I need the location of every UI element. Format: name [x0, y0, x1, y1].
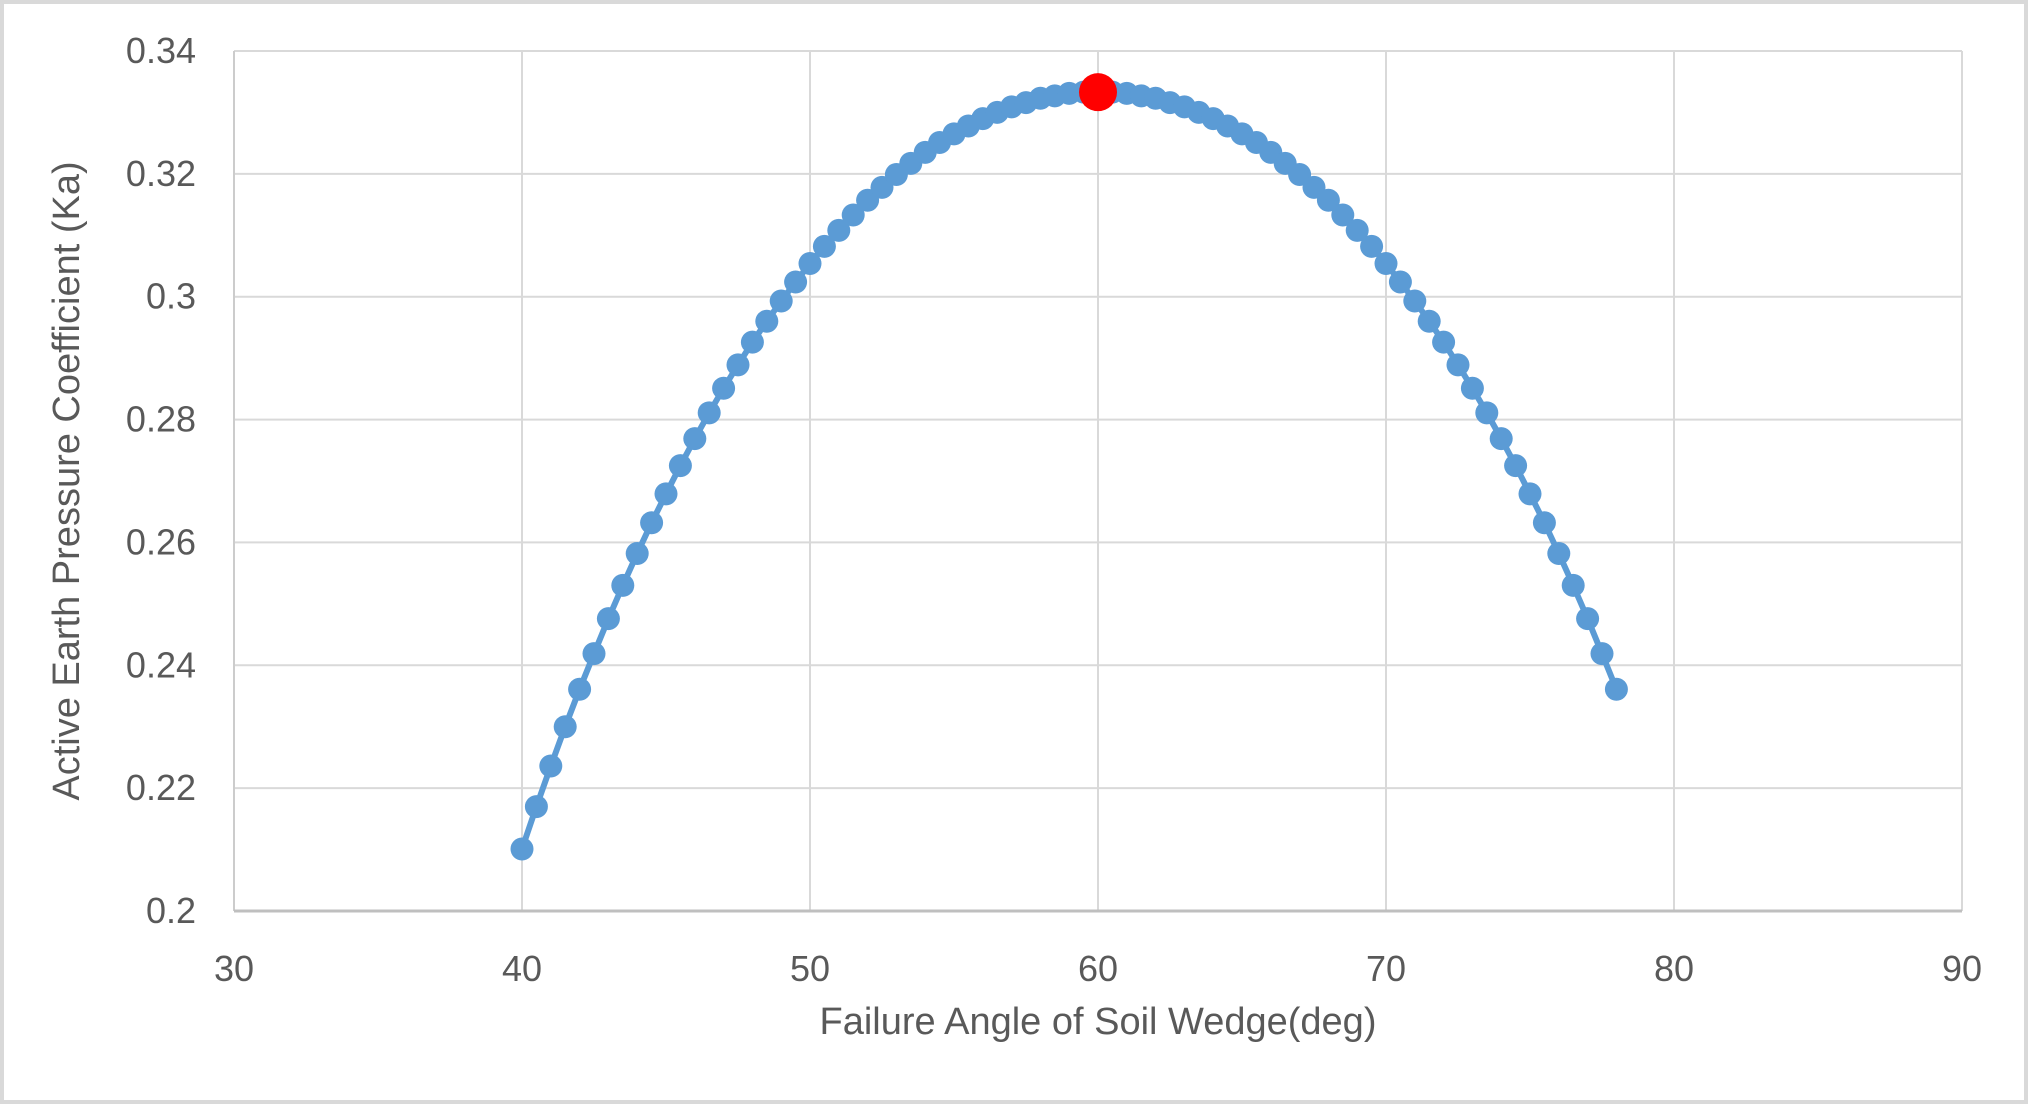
data-point [553, 715, 577, 739]
data-point [755, 309, 779, 333]
data-point [697, 401, 721, 425]
data-point [1604, 677, 1628, 701]
y-tick-label: 0.32 [126, 153, 196, 194]
data-point [769, 289, 793, 313]
data-point [784, 270, 808, 294]
data-point [798, 252, 822, 276]
y-tick-label: 0.34 [126, 30, 196, 71]
data-point [1547, 541, 1571, 565]
data-point [1504, 454, 1528, 478]
y-tick-label: 0.3 [146, 276, 196, 317]
x-tick-label: 90 [1942, 948, 1982, 989]
y-tick-label: 0.2 [146, 890, 196, 931]
data-point [582, 642, 606, 666]
data-point [510, 837, 534, 861]
y-tick-label: 0.28 [126, 399, 196, 440]
x-tick-label: 60 [1078, 948, 1118, 989]
data-point [726, 353, 750, 377]
x-tick-label: 30 [214, 948, 254, 989]
y-tick-label: 0.26 [126, 521, 196, 562]
x-tick-label: 80 [1654, 948, 1694, 989]
data-point [1374, 252, 1398, 276]
data-point [1417, 309, 1441, 333]
data-point [668, 454, 692, 478]
data-point [1388, 270, 1412, 294]
data-point [1331, 203, 1355, 227]
data-point [1345, 218, 1369, 242]
data-series [510, 73, 1628, 861]
y-tick-label: 0.24 [126, 644, 196, 685]
data-point [1475, 401, 1499, 425]
data-point [1460, 376, 1484, 400]
axis-lines [233, 51, 1962, 913]
data-point [1316, 188, 1340, 212]
x-tick-label: 40 [502, 948, 542, 989]
data-point [1576, 607, 1600, 631]
y-axis-title: Active Earth Pressure Coefficient (Ka) [46, 161, 88, 800]
data-point [539, 754, 563, 778]
data-point [841, 203, 865, 227]
x-axis-title: Failure Angle of Soil Wedge(deg) [820, 1001, 1377, 1043]
data-point [1489, 427, 1513, 451]
data-point [568, 677, 592, 701]
data-point [596, 607, 620, 631]
data-point [1403, 289, 1427, 313]
data-point [1518, 482, 1542, 506]
tick-labels: 30 40 50 60 70 80 90 0.2 0.22 0.24 0.26 0.28 0.3 0.32… [126, 30, 1982, 989]
data-point [640, 511, 664, 535]
scatter-chart: 30 40 50 60 70 80 90 0.2 0.22 0.24 0.26 0.28 0.3 0.32… [46, 30, 1982, 1043]
highlight-point-max [1079, 73, 1117, 112]
x-tick-label: 50 [790, 948, 830, 989]
data-point [625, 541, 649, 565]
data-point [654, 482, 678, 506]
data-point [740, 330, 764, 354]
data-point [1360, 234, 1384, 258]
x-tick-label: 70 [1366, 948, 1406, 989]
data-point [712, 376, 736, 400]
data-point [1561, 573, 1585, 597]
data-point [1432, 330, 1456, 354]
data-point [827, 218, 851, 242]
y-tick-label: 0.22 [126, 767, 196, 808]
data-point [812, 234, 836, 258]
data-point [1446, 353, 1470, 377]
data-point [683, 427, 707, 451]
data-point [1590, 642, 1614, 666]
data-point [524, 795, 548, 819]
data-point [611, 573, 635, 597]
data-point [1532, 511, 1556, 535]
gridlines [234, 50, 1963, 911]
